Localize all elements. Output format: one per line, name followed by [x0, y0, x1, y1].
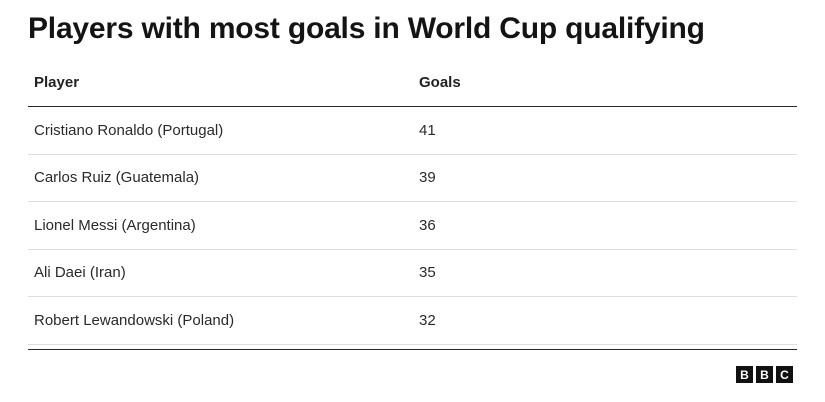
table-bottom-rule: [28, 349, 797, 350]
logo-letter: C: [776, 366, 793, 383]
column-header-goals: Goals: [419, 73, 461, 91]
player-cell: Lionel Messi (Argentina): [34, 216, 196, 234]
table-row: Robert Lewandowski (Poland) 32: [28, 297, 797, 345]
player-cell: Robert Lewandowski (Poland): [34, 311, 235, 329]
table-row: Ali Daei (Iran) 35: [28, 250, 797, 297]
column-header-player: Player: [34, 73, 80, 91]
logo-letter: B: [756, 366, 773, 383]
player-cell: Cristiano Ronaldo (Portugal): [34, 121, 224, 139]
goals-cell: 35: [419, 264, 436, 282]
goals-cell: 36: [419, 216, 436, 234]
player-cell: Ali Daei (Iran): [34, 264, 126, 282]
table-row: Lionel Messi (Argentina) 36: [28, 202, 797, 250]
goals-table: Player Goals Cristiano Ronaldo (Portugal…: [28, 58, 797, 345]
goals-cell: 39: [419, 169, 436, 187]
page-title: Players with most goals in World Cup qua…: [28, 12, 705, 45]
table-header: Player Goals: [28, 58, 797, 107]
goals-cell: 32: [419, 311, 436, 329]
player-cell: Carlos Ruiz (Guatemala): [34, 169, 200, 187]
goals-cell: 41: [419, 121, 436, 139]
table-row: Cristiano Ronaldo (Portugal) 41: [28, 107, 797, 155]
bbc-logo: B B C: [736, 366, 793, 383]
logo-letter: B: [736, 366, 753, 383]
table-row: Carlos Ruiz (Guatemala) 39: [28, 155, 797, 202]
